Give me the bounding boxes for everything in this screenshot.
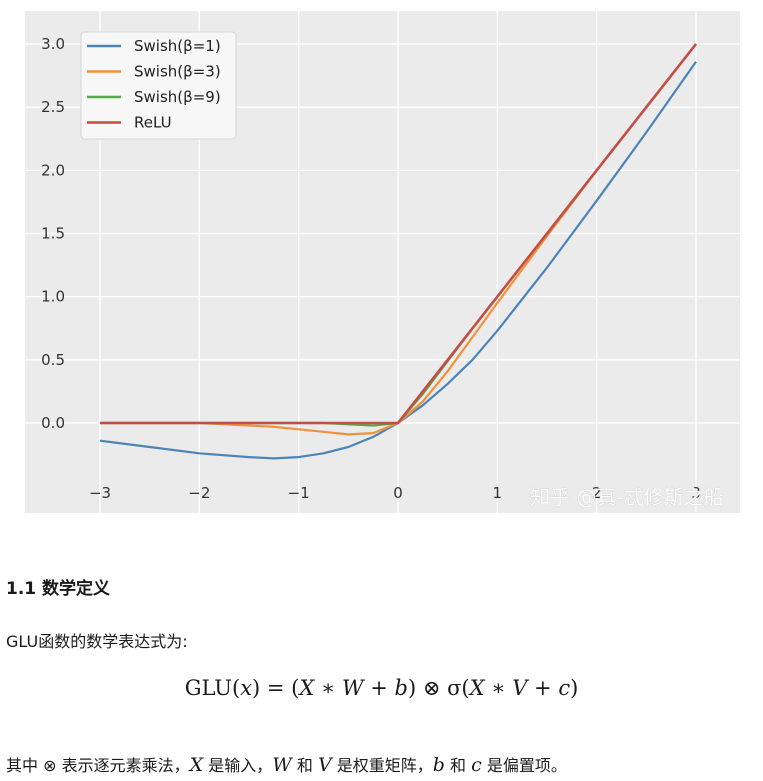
y-tick-label: 1.0 bbox=[41, 288, 65, 306]
formula-x: x bbox=[240, 676, 253, 700]
legend-box bbox=[80, 31, 237, 140]
explain-t2: 是输入， bbox=[203, 756, 273, 775]
formula-b: b bbox=[394, 676, 408, 700]
swish-relu-chart: −3 −2 −1 0 1 2 3 0.0 0.5 1.0 1.5 2.0 2.5 3.0 Swish(β=… bbox=[25, 11, 740, 513]
tick-labels: −3 −2 −1 0 1 2 3 0.0 0.5 1.0 1.5 2.0 2.5 3.0 bbox=[41, 35, 701, 502]
x-tick-label: −2 bbox=[188, 484, 210, 502]
chart-svg: −3 −2 −1 0 1 2 3 0.0 0.5 1.0 1.5 2.0 2.5 3.0 Swish(β=… bbox=[25, 11, 740, 513]
x-tick-label: 0 bbox=[393, 484, 403, 502]
legend-label: Swish(β=1) bbox=[134, 37, 221, 55]
explain-t1: 其中 ⊗ 表示逐元素乘法， bbox=[6, 756, 190, 775]
x-tick-label: 3 bbox=[691, 484, 701, 502]
formula-star2: ∗ bbox=[484, 676, 513, 700]
explain-b: b bbox=[432, 754, 445, 776]
formula-star1: ∗ bbox=[314, 676, 342, 700]
intro-text: GLU函数的数学表达式为: bbox=[6, 632, 188, 651]
explanation-text: 其中 ⊗ 表示逐元素乘法，X 是输入，W 和 V 是权重矩阵，b 和 c 是偏置… bbox=[6, 752, 567, 776]
explain-c: c bbox=[471, 754, 482, 776]
formula-lp: ( bbox=[231, 676, 241, 700]
y-tick-label: 2.5 bbox=[41, 98, 65, 116]
x-tick-label: −1 bbox=[288, 484, 310, 502]
formula-end: ) bbox=[570, 676, 579, 700]
series-line bbox=[100, 43, 698, 425]
y-tick-label: 3.0 bbox=[41, 35, 65, 53]
formula-X1: X bbox=[299, 676, 315, 700]
formula-X2: X bbox=[469, 676, 485, 700]
legend-label: ReLU bbox=[134, 114, 172, 132]
explain-W: W bbox=[272, 754, 292, 776]
watermark: 知乎 @真-忒修斯之船 bbox=[530, 485, 724, 509]
formula-plus1: + bbox=[363, 676, 395, 700]
y-tick-label: 0.0 bbox=[41, 414, 65, 432]
series-lines bbox=[99, 43, 698, 460]
explain-t6: 是偏置项。 bbox=[481, 756, 567, 775]
formula-c: c bbox=[558, 676, 571, 700]
y-tick-label: 0.5 bbox=[41, 351, 65, 369]
series-line bbox=[99, 61, 697, 460]
formula-W: W bbox=[341, 676, 364, 700]
y-tick-label: 1.5 bbox=[41, 225, 65, 243]
x-tick-label: −3 bbox=[89, 484, 111, 502]
explain-X: X bbox=[189, 754, 204, 776]
formula-rp-eq: ) = ( bbox=[252, 676, 300, 700]
explain-t3: 和 bbox=[291, 756, 318, 775]
legend-label: Swish(β=3) bbox=[134, 63, 221, 81]
explain-t5: 和 bbox=[444, 756, 472, 775]
x-tick-label: 2 bbox=[592, 484, 602, 502]
formula-fn: GLU bbox=[184, 676, 232, 700]
explain-t4: 是权重矩阵， bbox=[331, 756, 433, 775]
formula-plus2: + bbox=[527, 676, 559, 700]
legend: Swish(β=1) Swish(β=3) Swish(β=9) ReLU bbox=[80, 31, 237, 140]
explain-V: V bbox=[317, 754, 332, 776]
formula-otimes-sigma: ) ⊗ σ( bbox=[407, 676, 470, 700]
glu-formula: GLU(x) = (X ∗ W + b) ⊗ σ(X ∗ V + c) bbox=[0, 676, 763, 700]
y-tick-label: 2.0 bbox=[41, 161, 65, 179]
legend-label: Swish(β=9) bbox=[134, 88, 221, 106]
section-heading: 1.1 数学定义 bbox=[6, 579, 111, 599]
x-tick-label: 1 bbox=[493, 484, 503, 502]
formula-V: V bbox=[512, 676, 528, 700]
